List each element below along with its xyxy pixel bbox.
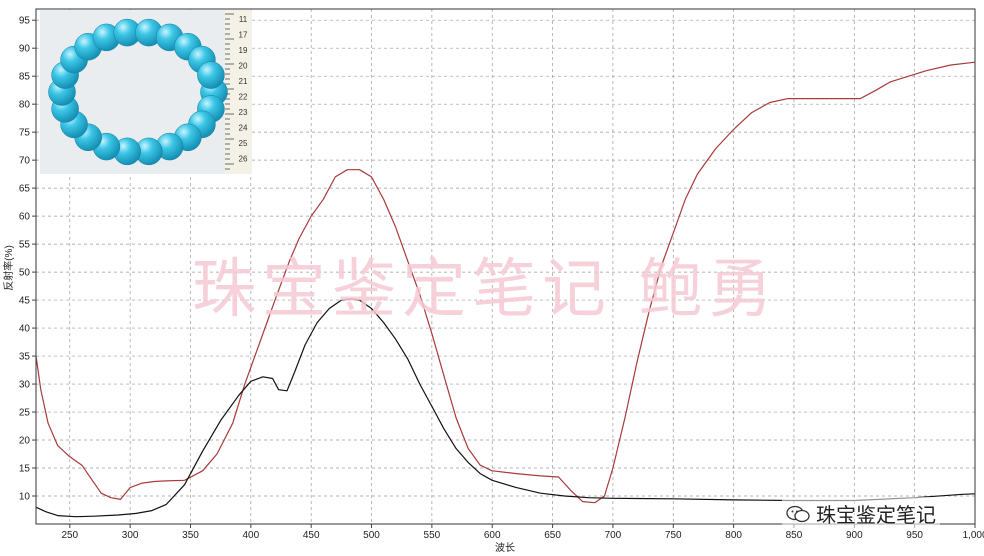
x-tick-label: 600 — [484, 530, 501, 541]
x-tick-label: 550 — [424, 530, 441, 541]
brand-badge: 珠宝鉴定笔记 — [782, 497, 940, 530]
x-tick-label: 750 — [665, 530, 682, 541]
x-tick-label: 900 — [846, 530, 863, 541]
x-tick-label: 250 — [61, 530, 78, 541]
x-tick-label: 800 — [725, 530, 742, 541]
ruler-number: 20 — [239, 62, 248, 71]
y-tick-label: 40 — [19, 324, 31, 335]
series-layer — [35, 61, 976, 518]
x-tick-label: 700 — [605, 530, 622, 541]
ruler-number: 26 — [239, 155, 248, 164]
x-axis-label: 波长 — [495, 541, 515, 554]
y-tick-label: 45 — [19, 296, 31, 307]
plot-border — [35, 8, 976, 525]
brand-text: 珠宝鉴定笔记 — [816, 503, 936, 527]
ruler-number: 23 — [239, 108, 248, 117]
y-tick-label: 80 — [19, 100, 31, 111]
x-tick-label: 350 — [182, 530, 199, 541]
y-tick-label: 85 — [19, 72, 31, 83]
y-tick-label: 60 — [19, 212, 31, 223]
ruler-marks: 11 17 19 20 21 22 23 24 25 26 — [225, 13, 248, 170]
y-axis-label: 反射率(%) — [2, 245, 15, 291]
y-tick-label: 70 — [19, 156, 31, 167]
ruler-number: 11 — [239, 15, 248, 24]
ruler-number: 24 — [239, 124, 248, 133]
y-tick-label: 65 — [19, 184, 31, 195]
series-line-1 — [35, 61, 976, 504]
ruler-number: 17 — [239, 31, 248, 40]
y-tick-label: 15 — [19, 464, 31, 475]
y-tick-label: 30 — [19, 380, 31, 391]
x-tick-label: 1,000 — [962, 530, 984, 541]
y-tick-label: 75 — [19, 128, 31, 139]
y-tick-label: 95 — [19, 16, 31, 27]
x-tick-label: 650 — [544, 530, 561, 541]
bracelet-photo: 11 17 19 20 21 22 23 24 25 26 — [40, 10, 252, 174]
bead-layer — [48, 18, 228, 166]
y-tick-label: 35 — [19, 352, 31, 363]
watermark: 珠宝鉴定笔记 鲍勇 — [192, 253, 779, 327]
ruler — [225, 10, 252, 174]
plot-frame — [35, 8, 976, 525]
ruler-number: 22 — [239, 93, 248, 102]
wechat-icon — [786, 505, 810, 522]
x-tick-label: 300 — [122, 530, 139, 541]
ruler-number: 21 — [239, 77, 248, 86]
ruler-number: 19 — [239, 46, 248, 55]
y-tick-label: 20 — [19, 436, 31, 447]
x-tick-label: 500 — [363, 530, 380, 541]
x-tick-label: 950 — [906, 530, 923, 541]
x-tick-label: 450 — [303, 530, 320, 541]
turquoise-bead — [197, 61, 225, 89]
y-tick-label: 55 — [19, 240, 31, 251]
x-tick-label: 400 — [242, 530, 259, 541]
ruler-number: 25 — [239, 139, 248, 148]
y-tick-label: 10 — [19, 492, 31, 503]
axis-ticks: 250 300 350 400 450 500 550 600 650 700 750 800 850 9… — [19, 16, 984, 541]
y-tick-label: 25 — [19, 408, 31, 419]
x-tick-label: 850 — [786, 530, 803, 541]
y-tick-label: 50 — [19, 268, 31, 279]
y-tick-label: 90 — [19, 44, 31, 55]
series-line-2 — [35, 298, 976, 518]
